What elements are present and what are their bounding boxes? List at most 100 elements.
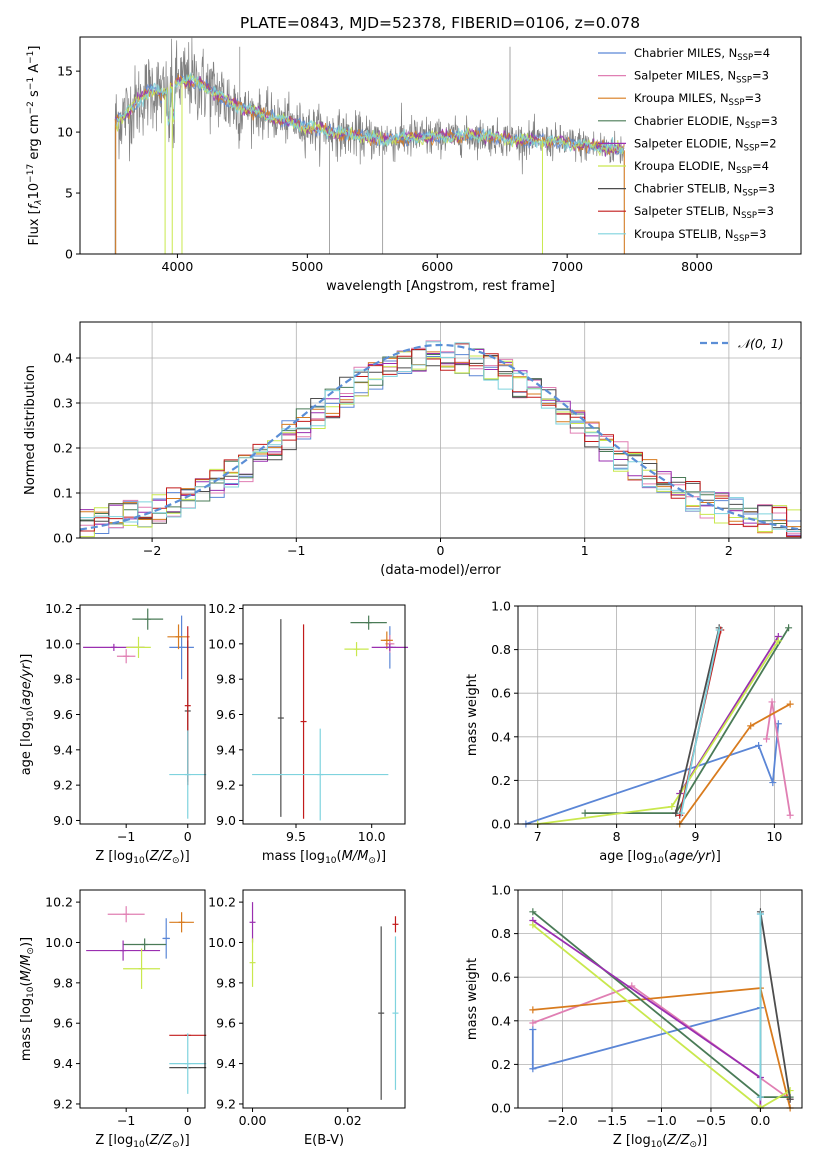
legend-label: Chabrier STELIB, NSSP=3 [634, 182, 775, 199]
legend-label: 𝒩(0, 1) [738, 336, 784, 351]
legend-label-suffix: =3 [757, 204, 774, 218]
axis-label-part: erg cm [27, 114, 42, 163]
axis-label-part: age [log [19, 722, 34, 775]
weight-marker [677, 809, 685, 817]
x-tick-label: 10.0 [358, 829, 386, 844]
plot-content [522, 624, 794, 828]
y-tick-label: 9.8 [53, 975, 73, 990]
axis-label-part: 10 [27, 183, 42, 200]
legend-label: Chabrier ELODIE, NSSP=3 [634, 114, 778, 131]
axis-label-part: Flux [ [27, 209, 42, 245]
axis-label-part: Z [162, 1133, 173, 1148]
axis-label-part: 10 [325, 856, 337, 866]
x-tick-label: 10 [766, 829, 782, 844]
axis-label-part: 10 [133, 856, 145, 866]
legend-label-sub: SSP [742, 189, 758, 199]
y-tick-label: 0.1 [53, 486, 73, 501]
y-tick-label: 0.8 [491, 926, 511, 941]
x-axis-label: Z [log10(Z/Z⊙)] [95, 1133, 189, 1150]
y-tick-label: 9.6 [53, 707, 73, 722]
x-tick-label: 7 [534, 829, 542, 844]
errorbar-point [126, 636, 151, 658]
weight-marker [529, 908, 537, 916]
y-tick-label: 0.4 [53, 351, 73, 366]
axis-label-part: 10 [26, 986, 36, 998]
model-spectrum-line [114, 74, 625, 156]
weight-marker [768, 698, 776, 706]
tick-group: 9.5 10.0 9.0 9.2 9.4 9.6 9.8 10.0 10.2 [208, 601, 385, 844]
x-tick-label: 0.02 [334, 1113, 362, 1128]
legend-label-main: Salpeter STELIB, N [634, 204, 741, 218]
errorbar-point [392, 916, 399, 933]
errorbar-point [249, 902, 256, 943]
histogram-step [80, 341, 801, 532]
x-tick-label: 8 [613, 829, 621, 844]
axis-label-part: )] [180, 849, 190, 864]
legend-label-main: Chabrier MILES, N [634, 46, 737, 60]
legend-label-suffix: =4 [753, 46, 770, 60]
y-tick-label: 1.0 [491, 599, 511, 614]
axis-label-part: Z [log [613, 1133, 651, 1148]
y-tick-label: 9.2 [216, 1096, 236, 1111]
axis-label-part: )] [697, 1133, 707, 1148]
axis-label-part: M [19, 955, 34, 966]
weight-series [756, 910, 764, 1101]
legend-label-main: Kroupa ELODIE, N [634, 159, 736, 173]
legend-label-suffix: =2 [760, 136, 777, 150]
axis-label-part: −2 [26, 101, 36, 114]
tick-group: −1 0 9.0 9.2 9.4 9.6 9.8 10.0 10.2 [45, 601, 192, 844]
x-tick-label: −1 [117, 829, 135, 844]
y-tick-label: 0.6 [491, 970, 511, 985]
axis-label-part: 10 [133, 1140, 145, 1150]
legend-label-suffix: =3 [749, 227, 766, 241]
axis-label-part: age/ [669, 849, 699, 864]
x-axis-label: (data-model)/error [380, 563, 501, 578]
metallicity-mass-panel: −1 09.29.49.69.810.010.2Z [log10(Z/Z⊙)]ma… [19, 889, 207, 1150]
y-axis-label: Normed distribution [23, 365, 38, 495]
weight-series [522, 720, 782, 828]
y-tick-label: 10.2 [45, 895, 73, 910]
axis-label-part: −1 [26, 77, 36, 90]
axis-label-part: 10 [651, 1140, 663, 1150]
x-tick-label: −2 [143, 543, 161, 558]
histogram-step [80, 343, 801, 538]
weight-marker [769, 779, 777, 787]
errorbar-point [169, 912, 194, 933]
x-tick-label: 6000 [421, 259, 453, 274]
axis-label-part: A [27, 64, 42, 77]
axis-label-part: Z/ [149, 849, 165, 864]
x-tick-label: 0 [437, 543, 445, 558]
legend-label-suffix: =3 [752, 69, 769, 83]
weight-marker [785, 624, 793, 632]
errorbar-point [252, 728, 389, 821]
residuals-legend: 𝒩(0, 1) [700, 336, 784, 351]
axis-label-part: −1 [26, 51, 36, 64]
y-tick-label: 10 [57, 125, 73, 140]
tick-group: 7 8 9 10 0.0 0.2 0.4 0.6 0.8 1.0 [491, 599, 782, 845]
weight-marker [774, 637, 782, 645]
spectrum-lines [114, 37, 625, 254]
plot-content [114, 37, 625, 254]
legend-label: Kroupa ELODIE, NSSP=4 [634, 159, 769, 176]
plot-content [252, 615, 409, 821]
errorbar-point [371, 643, 409, 651]
y-tick-label: 9.0 [216, 813, 236, 828]
legend-label-suffix: =3 [744, 91, 761, 105]
weight-marker [529, 921, 537, 929]
x-tick-label: 0.00 [239, 1113, 267, 1128]
axis-label-part: λ [34, 199, 44, 205]
normal-curve [79, 343, 802, 531]
tick-group: 4000 5000 6000 7000 8000 0 5 10 15 [57, 64, 713, 274]
plot-content [86, 906, 207, 1094]
axis-label-part: )] [376, 849, 386, 864]
mass-age-panel: 9.5 10.0 9.0 9.2 9.4 9.6 9.8 10.0 10.2 mass [log1… [208, 601, 409, 866]
y-tick-label: 9.6 [53, 1016, 73, 1031]
y-tick-label: 10.0 [208, 935, 236, 950]
x-axis-label: E(B-V) [304, 1133, 344, 1148]
tick-group: −1 0 9.2 9.4 9.6 9.8 10.0 10.2 [45, 895, 192, 1128]
axis-label-part: M [357, 849, 368, 864]
axis-label-part: )] [19, 937, 34, 947]
errorbar-point [344, 642, 369, 657]
